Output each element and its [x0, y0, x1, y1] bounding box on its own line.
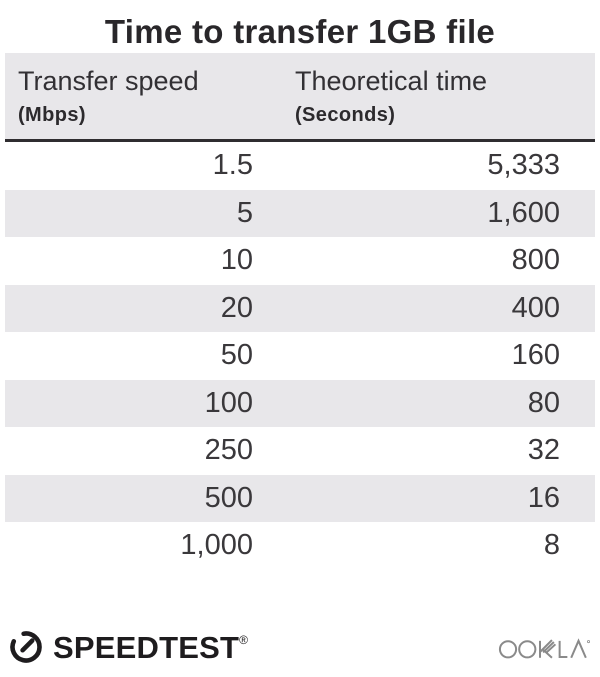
ookla-logo: [498, 631, 592, 663]
column-header-label: Transfer speed: [18, 66, 199, 96]
cell-speed: 1,000: [180, 529, 253, 562]
cell-speed: 500: [204, 481, 253, 514]
table-row: 1,000 8: [5, 522, 595, 570]
table-header-row: Transfer speed (Mbps) Theoretical time (…: [5, 53, 595, 142]
cell-speed: 100: [204, 386, 253, 419]
cell-speed: 10: [220, 244, 253, 277]
table-row: 5 1,600: [5, 189, 595, 237]
cell-time: 5,333: [487, 149, 560, 182]
column-header-unit: (Mbps): [18, 104, 86, 126]
cell-speed: 250: [204, 434, 253, 467]
table-row: 1.5 5,333: [5, 142, 595, 190]
cell-time: 800: [511, 244, 560, 277]
column-header-transfer-speed: Transfer speed (Mbps): [5, 53, 295, 139]
table-row: 10 800: [5, 237, 595, 285]
transfer-time-table: Transfer speed (Mbps) Theoretical time (…: [5, 53, 595, 570]
cell-time: 400: [511, 291, 560, 324]
table-row: 100 80: [5, 379, 595, 427]
column-header-theoretical-time: Theoretical time (Seconds): [295, 53, 595, 139]
cell-time: 160: [511, 339, 560, 372]
table-row: 50 160: [5, 332, 595, 380]
speedtest-logo: SPEEDTEST®: [8, 629, 248, 665]
cell-speed: 50: [220, 339, 253, 372]
registered-trademark-icon: ®: [239, 632, 249, 647]
table-row: 20 400: [5, 284, 595, 332]
cell-speed: 1.5: [212, 149, 253, 182]
speedtest-label: SPEEDTEST: [53, 629, 240, 665]
cell-time: 80: [527, 386, 560, 419]
cell-time: 1,600: [487, 196, 560, 229]
table-row: 250 32: [5, 427, 595, 475]
cell-time: 32: [527, 434, 560, 467]
table-body: 1.5 5,333 5 1,600 10 800 20 400 50 160 1…: [5, 142, 595, 570]
speedtest-wordmark: SPEEDTEST®: [53, 632, 248, 663]
cell-time: 8: [543, 529, 560, 562]
column-header-unit: (Seconds): [295, 104, 396, 126]
cell-speed: 5: [236, 196, 253, 229]
column-header-label: Theoretical time: [295, 66, 488, 96]
speedtest-gauge-icon: [8, 629, 44, 665]
footer: SPEEDTEST®: [8, 626, 592, 668]
page-title: Time to transfer 1GB file: [104, 13, 496, 50]
cell-speed: 20: [220, 291, 253, 324]
table-row: 500 16: [5, 474, 595, 522]
cell-time: 16: [527, 481, 560, 514]
